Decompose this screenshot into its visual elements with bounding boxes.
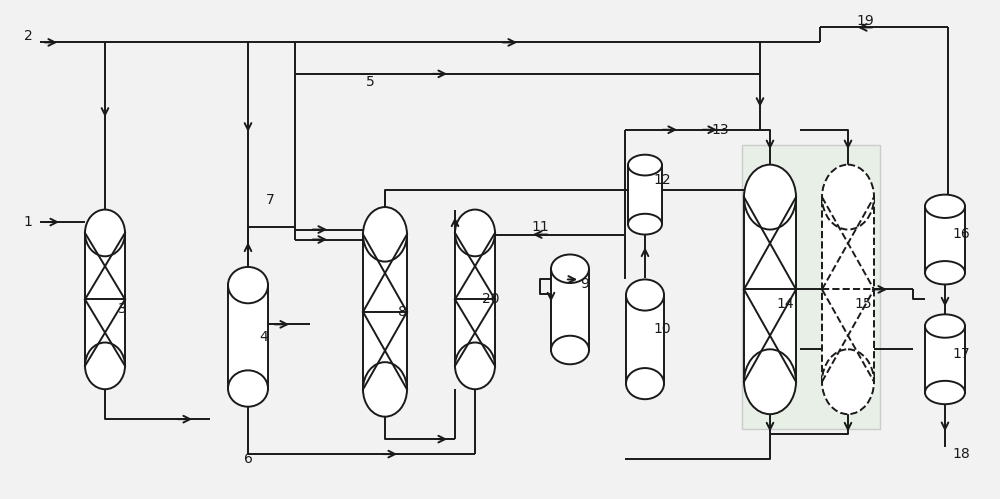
Ellipse shape bbox=[925, 314, 965, 338]
Bar bbox=[85, 233, 125, 366]
Text: 17: 17 bbox=[952, 347, 970, 361]
Ellipse shape bbox=[626, 368, 664, 399]
Text: 1: 1 bbox=[24, 215, 32, 229]
Ellipse shape bbox=[363, 207, 407, 261]
Text: 10: 10 bbox=[653, 322, 671, 336]
Bar bbox=[455, 233, 495, 366]
Ellipse shape bbox=[85, 342, 125, 389]
Bar bbox=[822, 197, 874, 382]
Bar bbox=[744, 197, 796, 382]
Ellipse shape bbox=[925, 195, 965, 218]
Ellipse shape bbox=[744, 165, 796, 230]
Text: 8: 8 bbox=[398, 305, 406, 319]
Ellipse shape bbox=[551, 336, 589, 364]
Text: 2: 2 bbox=[24, 29, 32, 43]
Text: 4: 4 bbox=[260, 330, 268, 344]
Bar bbox=[628, 165, 662, 224]
Text: 6: 6 bbox=[244, 452, 252, 466]
Ellipse shape bbox=[85, 210, 125, 256]
Ellipse shape bbox=[628, 214, 662, 235]
Ellipse shape bbox=[363, 362, 407, 417]
Bar bbox=[228, 285, 268, 389]
Ellipse shape bbox=[228, 370, 268, 407]
Bar bbox=[626, 295, 664, 384]
Ellipse shape bbox=[925, 261, 965, 284]
Text: 12: 12 bbox=[653, 173, 671, 187]
Ellipse shape bbox=[822, 349, 874, 414]
Ellipse shape bbox=[628, 155, 662, 176]
Bar bbox=[925, 206, 965, 273]
Ellipse shape bbox=[551, 254, 589, 283]
Bar bbox=[363, 235, 407, 389]
Text: 16: 16 bbox=[952, 227, 970, 241]
Text: 5: 5 bbox=[366, 75, 374, 89]
Bar bbox=[742, 145, 880, 429]
Ellipse shape bbox=[822, 165, 874, 230]
Text: 18: 18 bbox=[952, 447, 970, 461]
Text: 20: 20 bbox=[482, 292, 500, 306]
Bar bbox=[925, 326, 965, 393]
Ellipse shape bbox=[455, 342, 495, 389]
Ellipse shape bbox=[455, 210, 495, 256]
Bar bbox=[551, 269, 589, 350]
Text: 19: 19 bbox=[856, 14, 874, 28]
Text: 14: 14 bbox=[776, 297, 794, 311]
Ellipse shape bbox=[626, 279, 664, 310]
Text: 7: 7 bbox=[266, 193, 274, 207]
Text: 9: 9 bbox=[581, 277, 589, 291]
Text: 11: 11 bbox=[531, 220, 549, 234]
Ellipse shape bbox=[925, 381, 965, 404]
Text: 15: 15 bbox=[854, 297, 872, 311]
Ellipse shape bbox=[228, 267, 268, 303]
Text: 3: 3 bbox=[118, 302, 126, 316]
Text: 13: 13 bbox=[711, 123, 729, 137]
Ellipse shape bbox=[744, 349, 796, 414]
